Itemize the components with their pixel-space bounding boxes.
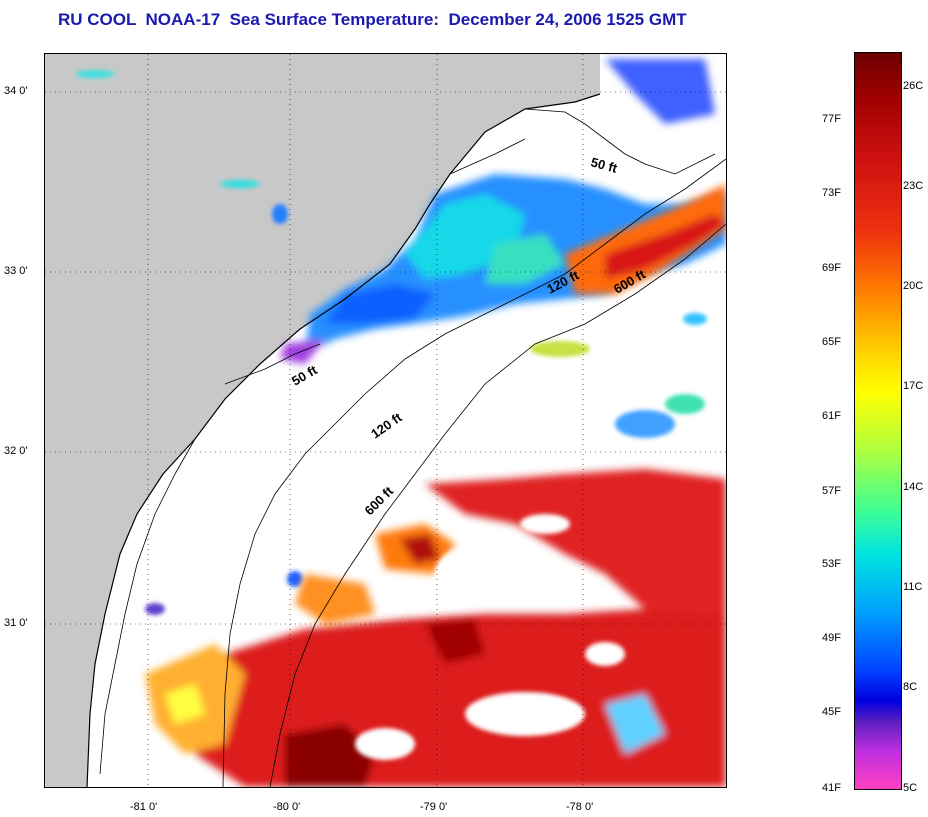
isobath-600ft: [269, 223, 726, 787]
colorbar-fahrenheit-label: 77F: [822, 113, 841, 125]
colorbar-fahrenheit-label: 45F: [822, 706, 841, 718]
longitude-label: -79 0': [420, 801, 448, 813]
colorbar-fahrenheit-label: 53F: [822, 558, 841, 570]
colorbar-celsius-label: 11C: [903, 581, 923, 593]
scattered-patches: [75, 70, 707, 615]
isobath-label: 50 ft: [589, 154, 619, 176]
colorbar-fahrenheit-label: 73F: [822, 187, 841, 199]
warm-water-northeast: [565, 184, 726, 294]
isobath-120ft: [222, 158, 726, 787]
colorbar-fahrenheit-label: 57F: [822, 485, 841, 497]
latitude-label: 32 0': [4, 445, 28, 457]
latitude-label: 34 0': [4, 85, 28, 97]
longitude-label: -78 0': [566, 801, 594, 813]
colorbar-celsius-label: 17C: [903, 380, 924, 392]
warm-water-south: [145, 469, 726, 787]
colorbar-celsius-label: 20C: [903, 280, 924, 292]
sst-map[interactable]: 50 ft 120 ft 600 ft 50 ft 120 ft 600 ft: [44, 53, 727, 788]
colorbar-fahrenheit-label: 69F: [822, 262, 841, 274]
colorbar-celsius-label: 8C: [903, 681, 918, 693]
colorbar-celsius-label: 26C: [903, 80, 924, 92]
colorbar-fahrenheit-label: 41F: [822, 782, 841, 794]
colorbar-fahrenheit-label: 61F: [822, 410, 841, 422]
colorbar-celsius-label: 5C: [903, 782, 918, 794]
isobath-label: 600 ft: [362, 483, 397, 518]
isobath-label: 50 ft: [289, 362, 320, 389]
latitude-label: 31 0': [4, 617, 28, 629]
grid-lines: [45, 54, 726, 787]
colorbar-celsius-label: 14C: [903, 481, 924, 493]
cool-water-region: [280, 59, 726, 364]
latitude-label: 33 0': [4, 265, 28, 277]
colorbar-celsius-label: 23C: [903, 180, 924, 192]
cloud-cover: [355, 514, 625, 760]
colorbar-fahrenheit-label: 65F: [822, 336, 841, 348]
temperature-colorbar: [854, 52, 902, 790]
sst-map-canvas: 50 ft 120 ft 600 ft 50 ft 120 ft 600 ft: [45, 54, 726, 787]
isobath-label: 120 ft: [368, 409, 405, 441]
longitude-label: -80 0': [273, 801, 301, 813]
coastline: [86, 93, 601, 787]
isobath-50ft: [99, 108, 716, 775]
colorbar-fahrenheit-label: 49F: [822, 632, 841, 644]
land-area: [45, 54, 600, 787]
longitude-label: -81 0': [130, 801, 158, 813]
map-title: RU COOL NOAA-17 Sea Surface Temperature:…: [58, 10, 687, 29]
